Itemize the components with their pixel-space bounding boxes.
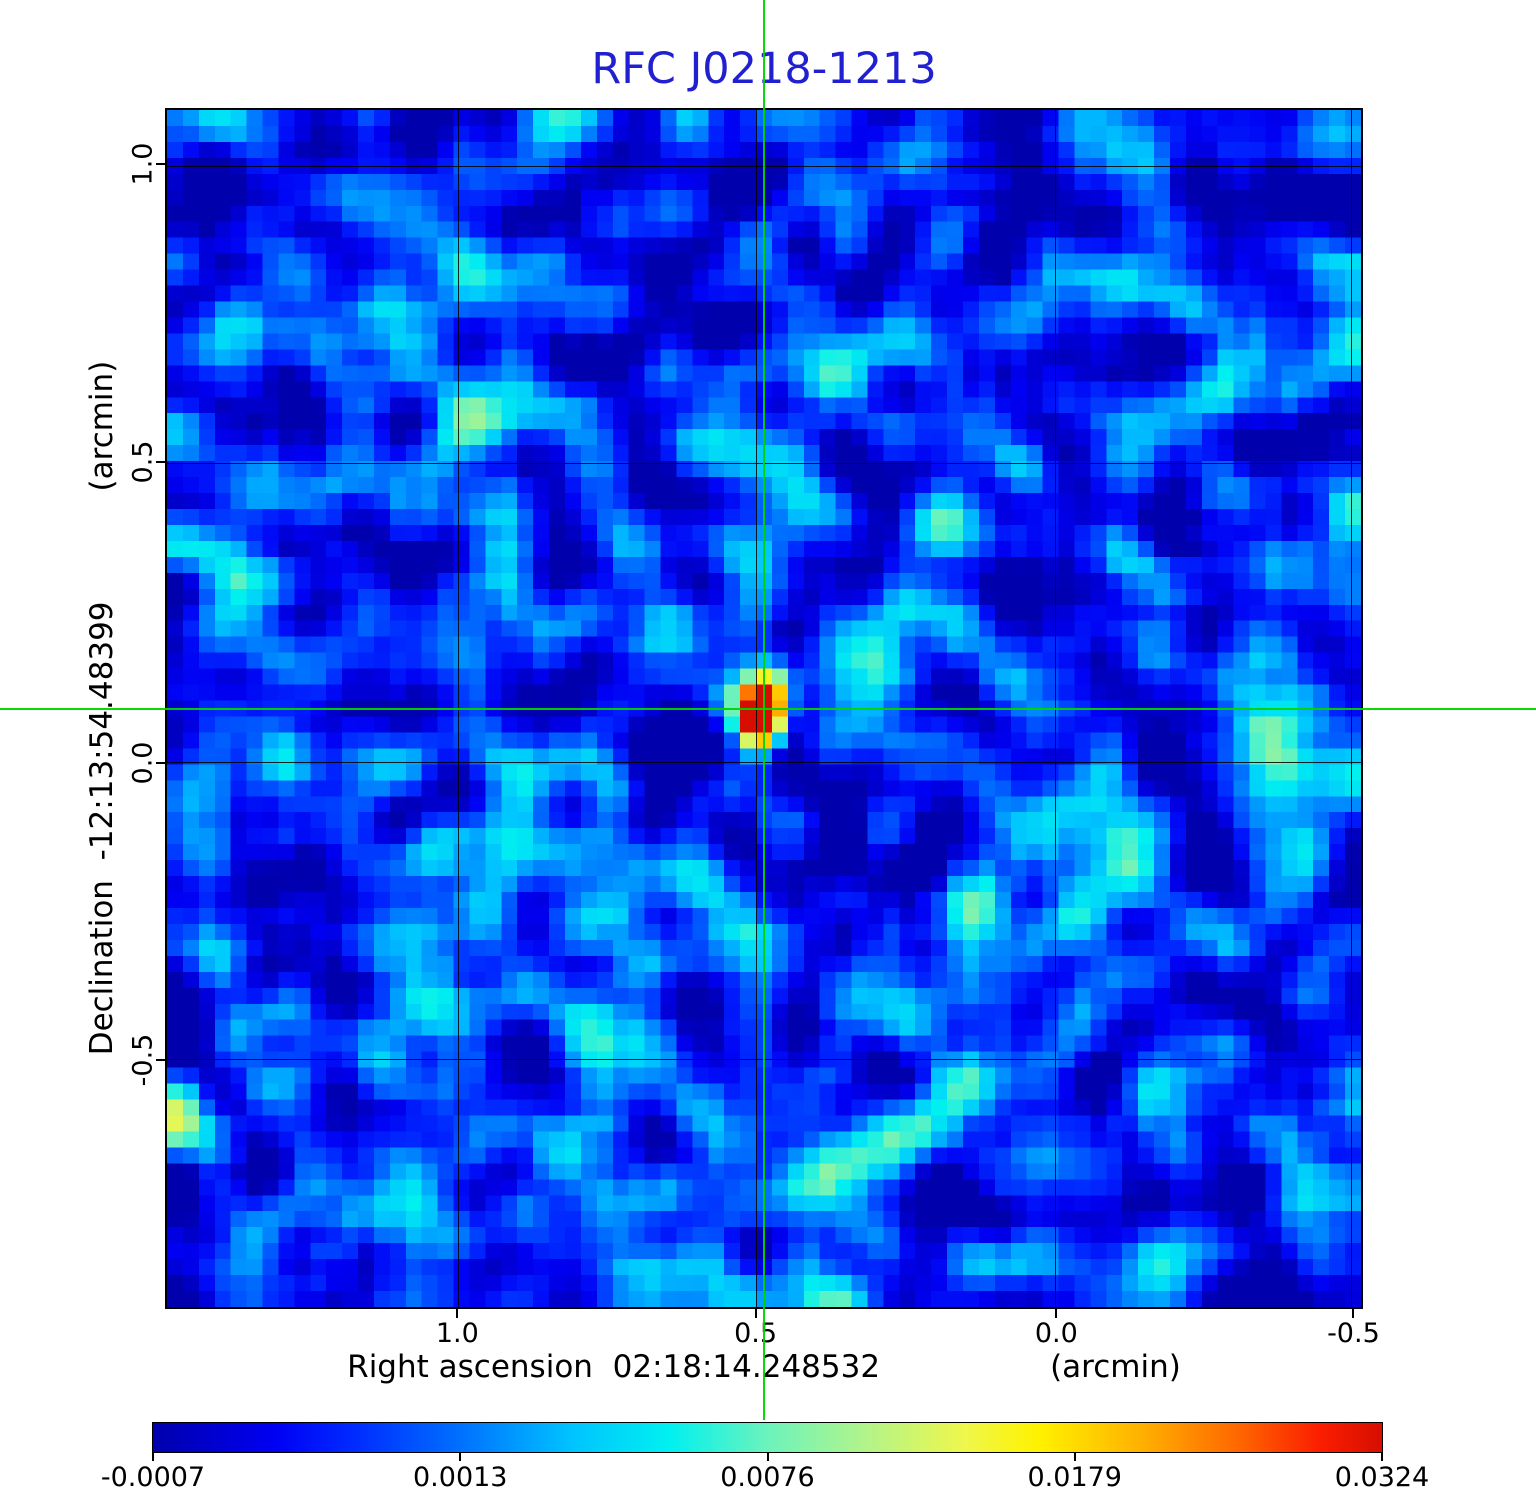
colorbar-tick-mark — [459, 1453, 462, 1461]
y-tick-label: -0.5 — [127, 1034, 159, 1087]
chart-title: RFC J0218-1213 — [591, 44, 937, 94]
x-tick-mark — [1055, 1309, 1058, 1318]
colorbar-tick-mark — [1381, 1453, 1383, 1461]
x-tick-mark — [1352, 1309, 1355, 1318]
colorbar-tick-label: 0.0013 — [413, 1462, 508, 1493]
y-tick-label: 0.0 — [127, 741, 159, 785]
colorbar-tick-mark — [766, 1453, 769, 1461]
y-tick-label: 0.5 — [127, 440, 159, 484]
x-tick-label: 0.5 — [734, 1318, 778, 1349]
colorbar — [152, 1422, 1383, 1453]
y-tick-mark — [156, 163, 165, 166]
colorbar-tick-mark — [152, 1453, 154, 1461]
colorbar-tick-mark — [1073, 1453, 1076, 1461]
crosshair-vertical — [763, 0, 765, 1420]
y-tick-mark — [156, 461, 165, 464]
y-tick-label: 1.0 — [127, 142, 159, 186]
colorbar-tick-label: -0.0007 — [100, 1462, 206, 1493]
x-tick-mark — [754, 1309, 757, 1318]
y-tick-mark — [156, 761, 165, 764]
y-axis-title: Declination -12:13:54.48399 — [84, 601, 120, 1056]
x-tick-mark — [456, 1309, 459, 1318]
x-axis-unit: (arcmin) — [1050, 1349, 1181, 1385]
y-tick-mark — [156, 1059, 165, 1062]
x-axis-title: Right ascension 02:18:14.248532 — [347, 1349, 881, 1385]
crosshair-horizontal — [0, 707, 1536, 710]
colorbar-tick-label: 0.0076 — [720, 1462, 815, 1493]
x-axis-label: Right ascension 02:18:14.248532 (arcmin) — [165, 1349, 1363, 1385]
x-tick-label: 1.0 — [435, 1318, 479, 1349]
y-axis-unit: (arcmin) — [84, 360, 120, 492]
colorbar-tick-label: 0.0324 — [1334, 1462, 1430, 1493]
x-tick-label: -0.5 — [1327, 1318, 1380, 1349]
x-tick-label: 0.0 — [1034, 1318, 1078, 1349]
colorbar-tick-label: 0.0179 — [1027, 1462, 1122, 1493]
